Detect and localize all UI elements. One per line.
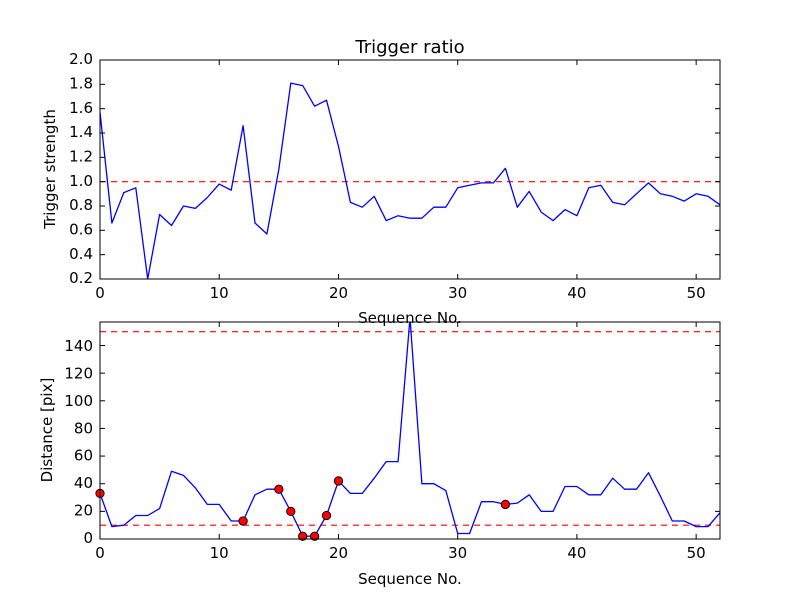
data-point xyxy=(274,484,284,494)
trigger-ratio-chart: Trigger ratio 0 10 20 30 40 50 0.2 0.4 0… xyxy=(41,37,721,327)
x-tick-label: 0 xyxy=(95,284,105,302)
y-tick-label: 80 xyxy=(74,419,93,437)
data-point xyxy=(500,499,511,510)
x-tick-label: 20 xyxy=(329,284,348,302)
x-tick-label: 10 xyxy=(210,284,229,302)
x-tick-label: 20 xyxy=(329,544,348,562)
y-tick-label: 1.2 xyxy=(69,148,93,166)
data-point xyxy=(286,506,296,517)
data-point xyxy=(298,531,308,541)
x-axis-label: Sequence No. xyxy=(358,570,462,588)
x-tick-label: 10 xyxy=(210,544,229,562)
y-axis-label: Trigger strength xyxy=(41,109,59,230)
data-point xyxy=(238,516,248,526)
plot-area xyxy=(95,321,721,541)
x-tick-label: 40 xyxy=(567,544,586,562)
plot-area xyxy=(99,59,721,280)
data-point xyxy=(309,531,320,541)
y-tick-label: 20 xyxy=(74,502,93,520)
y-tick-label: 1.6 xyxy=(69,99,93,117)
y-tick-label: 40 xyxy=(74,474,93,492)
y-axis-ticks: 0.2 0.4 0.6 0.8 1.0 1.2 1.4 1.6 1.8 2.0 xyxy=(69,50,93,287)
x-tick-label: 40 xyxy=(567,284,586,302)
y-axis-ticks: 0 20 40 60 80 100 120 140 xyxy=(64,337,93,547)
series-layer xyxy=(100,82,720,279)
y-tick-label: 1.0 xyxy=(69,172,93,190)
y-tick-label: 1.8 xyxy=(69,75,93,93)
y-tick-label: 100 xyxy=(64,392,93,410)
series-line xyxy=(100,82,720,279)
x-axis-ticks: 0 10 20 30 40 50 xyxy=(95,544,706,562)
x-tick-label: 30 xyxy=(448,544,467,562)
y-tick-label: 2.0 xyxy=(69,50,93,68)
distance-chart: 0 10 20 30 40 50 0 20 40 60 80 100 120 1… xyxy=(38,321,721,588)
axes-frame xyxy=(99,59,721,280)
x-tick-label: 50 xyxy=(687,544,706,562)
y-tick-label: 0.8 xyxy=(69,196,93,214)
y-tick-label: 0.6 xyxy=(69,221,93,239)
x-tick-label: 50 xyxy=(687,284,706,302)
y-tick-label: 1.4 xyxy=(69,123,93,141)
y-tick-label: 120 xyxy=(64,364,93,382)
y-tick-label: 140 xyxy=(64,337,93,355)
y-tick-label: 0.2 xyxy=(69,269,93,287)
series-layer xyxy=(100,322,720,537)
chart-title: Trigger ratio xyxy=(354,37,464,58)
axes-frame xyxy=(99,321,721,540)
y-tick-label: 60 xyxy=(74,447,93,465)
y-axis-label: Distance [pix] xyxy=(38,378,56,483)
y-tick-label: 0 xyxy=(83,529,93,547)
series-line xyxy=(100,322,720,537)
data-point xyxy=(321,510,332,521)
y-tick-label: 0.4 xyxy=(69,245,93,263)
x-axis-ticks: 0 10 20 30 40 50 xyxy=(95,284,706,302)
x-tick-label: 30 xyxy=(448,284,467,302)
data-point xyxy=(333,476,344,486)
x-tick-label: 0 xyxy=(95,544,105,562)
